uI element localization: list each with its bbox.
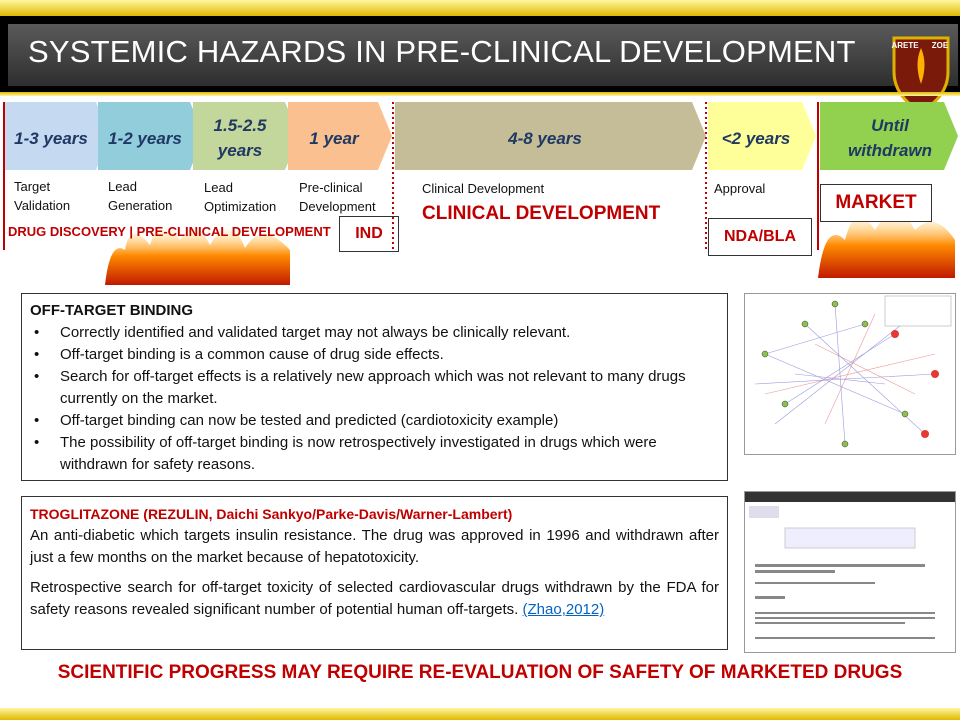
bullet: Correctly identified and validated targe… [30, 322, 727, 344]
bullet-list: Correctly identified and validated targe… [30, 322, 727, 476]
paragraph: An anti-diabetic which targets insulin r… [30, 527, 719, 566]
footer: SCIENTIFIC PROGRESS MAY REQUIRE RE-EVALU… [57, 662, 903, 683]
stage-label: Approval [714, 181, 766, 196]
phase-label: IND [339, 216, 399, 252]
network-image [744, 293, 956, 455]
troglitazone-box: TROGLITAZONE (REZULIN, Daichi Sankyo/Par… [21, 496, 728, 650]
bullet: Off-target binding is a common cause of … [30, 344, 727, 366]
stage-duration: Until withdrawn [847, 116, 933, 160]
bullet: Off-target binding can now be tested and… [30, 410, 727, 432]
phase-label: NDA/BLA [708, 218, 812, 256]
citation-link[interactable]: (Zhao,2012) [522, 601, 605, 618]
stage-label: Lead Generation [108, 179, 173, 213]
stage-duration: 1-3 years [14, 128, 88, 148]
phase-label: DRUG DISCOVERY | PRE-CLINICAL DEVELOPMEN… [8, 224, 331, 239]
logo-text: ZOE [932, 41, 949, 50]
title: SYSTEMIC HAZARDS IN PRE-CLINICAL DEVELOP… [28, 34, 856, 69]
band [0, 92, 960, 96]
paper-image [744, 491, 956, 653]
box-title: OFF-TARGET BINDING [30, 302, 194, 319]
bullet: The possibility of off-target binding is… [30, 432, 727, 476]
stage-label: Lead Optimization [204, 180, 277, 214]
phase-label: CLINICAL DEVELOPMENT [422, 203, 661, 224]
box-title: TROGLITAZONE (REZULIN, Daichi Sankyo/Par… [30, 506, 513, 522]
bullet: Search for off-target effects is a relat… [30, 366, 727, 410]
top-band [0, 0, 960, 16]
stage-label: Pre-clinical Development [299, 180, 376, 214]
stage-duration: 1.5-2.5 years [213, 116, 267, 160]
stage-label: Target Validation [14, 179, 71, 213]
bottom-band [0, 708, 960, 720]
stage-duration: 1 year [309, 128, 359, 148]
stage-label: Clinical Development [422, 181, 545, 196]
header [8, 24, 958, 86]
stage-duration: 1-2 years [108, 128, 182, 148]
stage-duration: 4-8 years [508, 128, 582, 148]
phase-label: MARKET [820, 184, 932, 222]
paragraph-text: Retrospective search for off-target toxi… [30, 579, 719, 618]
stage-duration: <2 years [721, 128, 791, 148]
logo-text: ARETE [891, 41, 919, 50]
timeline [3, 102, 958, 285]
off-target-box: OFF-TARGET BINDING Correctly identified … [21, 293, 728, 481]
paragraph: Retrospective search for off-target toxi… [30, 577, 719, 621]
